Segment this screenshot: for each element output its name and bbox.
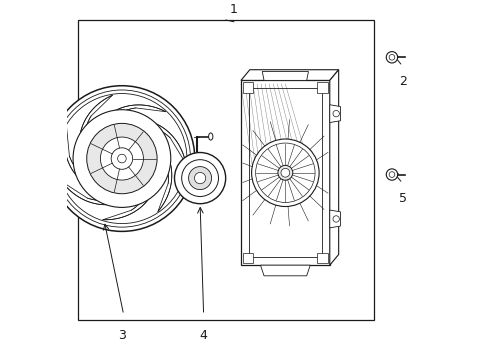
Polygon shape [329,70,338,265]
Circle shape [53,90,190,227]
Circle shape [57,94,186,224]
Bar [242,82,253,93]
Circle shape [255,143,314,202]
Circle shape [174,153,225,204]
Circle shape [118,154,126,163]
Bar [248,88,321,257]
Text: 4: 4 [199,329,207,342]
Polygon shape [329,210,340,228]
Polygon shape [241,80,329,265]
Circle shape [388,54,394,60]
Bar [77,20,373,320]
Circle shape [277,165,292,180]
Circle shape [281,168,289,177]
Polygon shape [126,120,185,163]
Circle shape [386,51,397,63]
Polygon shape [329,105,340,122]
Circle shape [73,110,170,207]
Text: 3: 3 [118,329,125,342]
Polygon shape [102,170,155,220]
Bar [317,82,327,93]
Bar [317,253,327,264]
Circle shape [332,216,339,222]
Polygon shape [241,70,338,80]
Text: 2: 2 [398,75,406,88]
Bar [242,253,253,264]
Polygon shape [260,265,309,276]
Polygon shape [148,144,171,212]
Polygon shape [262,72,308,80]
Circle shape [388,172,394,177]
Circle shape [332,111,339,117]
Circle shape [86,123,157,194]
Circle shape [49,86,194,231]
Circle shape [182,160,218,197]
Ellipse shape [208,133,212,140]
Text: 1: 1 [229,4,237,17]
Polygon shape [101,105,165,136]
Text: 5: 5 [398,192,406,205]
Circle shape [188,167,211,190]
Circle shape [386,169,397,180]
Circle shape [111,148,132,169]
Circle shape [194,172,205,184]
Circle shape [251,139,319,207]
Polygon shape [64,126,105,185]
Polygon shape [79,95,112,161]
Polygon shape [62,182,131,205]
Circle shape [100,137,143,180]
